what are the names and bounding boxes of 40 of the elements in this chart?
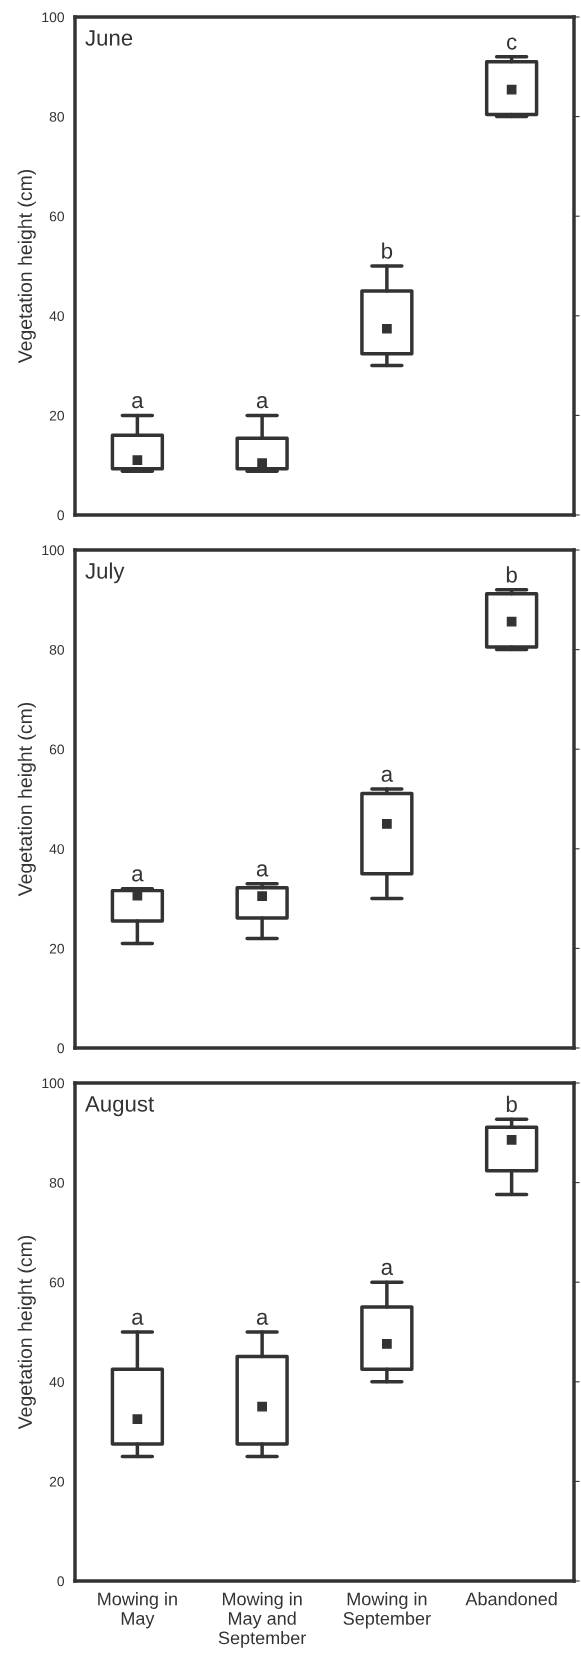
y-tick-label: 40 (49, 1377, 65, 1387)
y-tick-label: 40 (49, 311, 65, 321)
y-tick-label: 0 (57, 1576, 65, 1587)
annotation: b (506, 566, 517, 583)
text: August (85, 1096, 154, 1117)
annotation: b (382, 242, 393, 259)
y-tick-label: 60 (49, 744, 65, 755)
y-tick-label: 0 (57, 1043, 65, 1054)
y-tick-label: 100 (42, 12, 65, 23)
x-tick-label: Mowing in September (343, 1592, 431, 1629)
annotation: a (381, 1262, 394, 1276)
y-axis-title: Vegetation height (cm) (17, 169, 36, 364)
annotation: a (132, 1312, 144, 1325)
text: July (85, 562, 125, 584)
x-tick-label: Abandoned (465, 1592, 557, 1606)
y-tick-label: 20 (49, 943, 65, 954)
y-tick-label: 60 (49, 211, 65, 222)
chart-title: June (85, 30, 133, 46)
y-tick-label: 100 (42, 1078, 65, 1089)
annotation: a (256, 1312, 269, 1325)
annotation: a (256, 396, 269, 409)
x-tick-label: Mowing in May (98, 1592, 177, 1629)
annotation: c (507, 37, 517, 50)
annotation: a (256, 864, 269, 877)
y-axis-title: Vegetation height (cm) (17, 1235, 36, 1430)
annotation: b (506, 1095, 517, 1113)
y-tick-label: 80 (49, 1177, 65, 1188)
y-tick-label: 0 (57, 510, 65, 521)
y-tick-label: 40 (49, 844, 65, 854)
y-axis-title: Vegetation height (cm) (17, 702, 36, 897)
annotation: a (132, 396, 144, 409)
annotation: a (381, 769, 394, 782)
x-tick-label: Mowing in May and September (218, 1592, 306, 1648)
y-tick-label: 100 (42, 545, 65, 556)
y-tick-label: 80 (49, 644, 65, 655)
y-tick-label: 20 (49, 410, 65, 421)
annotation: a (132, 869, 144, 882)
y-tick-label: 20 (49, 1476, 65, 1487)
y-tick-label: 80 (49, 111, 65, 122)
y-tick-label: 60 (49, 1277, 65, 1288)
